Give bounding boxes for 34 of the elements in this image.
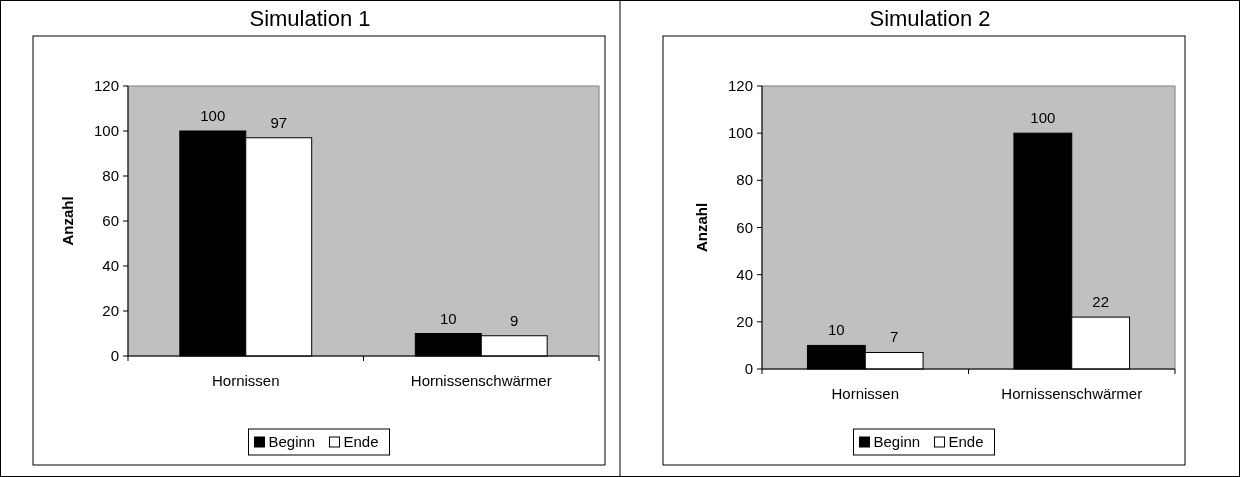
data-label: 10 [828,321,845,339]
legend-label: Beginn [268,433,316,450]
legend-label: Beginn [873,433,921,450]
x-tick-label: Hornissenschwärmer [410,372,552,389]
x-tick-label: Hornissen [831,385,900,402]
y-tick-label: 0 [744,360,753,377]
chart-title: Simulation 2 [869,6,991,31]
y-tick-label: 0 [110,347,119,364]
legend-label: Ende [343,433,379,450]
x-tick-label: Hornissenschwärmer [1001,385,1143,402]
data-label: 7 [889,328,899,346]
x-tick-label: Hornissen [211,372,280,389]
data-label: 100 [1030,109,1056,127]
y-tick-label: 20 [102,302,119,319]
y-tick-label: 40 [736,265,753,283]
data-label: 97 [270,113,288,131]
data-label: 9 [510,311,519,329]
y-tick-label: 80 [736,171,753,189]
y-tick-label: 120 [727,77,753,94]
y-tick-label: 80 [102,167,119,184]
data-label: 22 [1092,293,1109,311]
y-tick-label: 40 [102,257,119,274]
data-label: 100 [200,107,226,124]
y-tick-label: 100 [727,124,753,142]
legend-label: Ende [948,433,984,450]
chart-title: Simulation 1 [249,6,371,31]
data-label: 10 [439,309,457,327]
y-axis-title: Anzahl [59,196,76,246]
y-tick-label: 20 [736,312,753,330]
y-tick-label: 120 [93,77,119,94]
y-tick-label: 100 [93,122,119,139]
y-tick-label: 60 [736,218,753,236]
y-tick-label: 60 [102,212,119,229]
y-axis-title: Anzahl [693,202,710,253]
